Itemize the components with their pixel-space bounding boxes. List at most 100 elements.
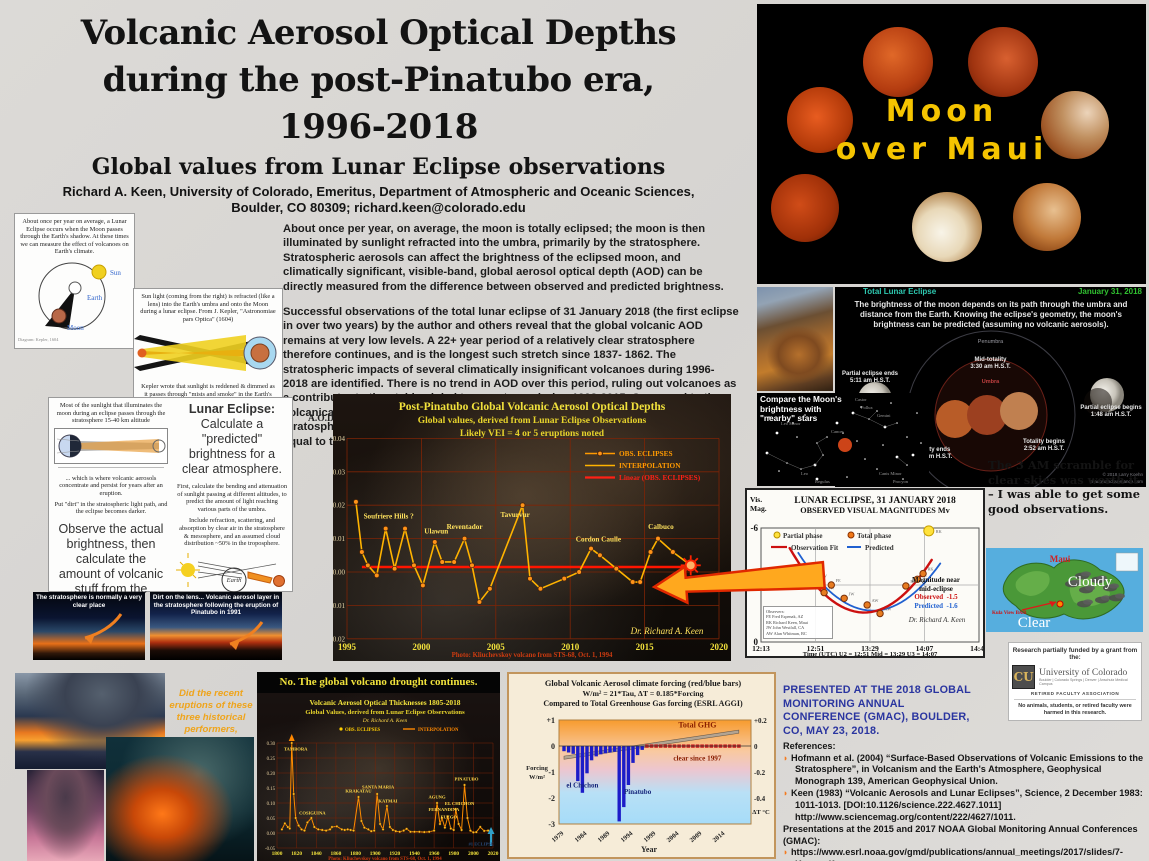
- svg-text:Reventador: Reventador: [447, 523, 484, 531]
- svg-text:Global values, derived from Lu: Global values, derived from Lunar Eclips…: [418, 416, 647, 426]
- reference-link: ◗ https://www.esrl.noaa.gov/gmd/publicat…: [783, 847, 1123, 861]
- svg-text:-1: -1: [548, 768, 555, 777]
- svg-text:AW: AW: [885, 607, 893, 612]
- svg-text:PINATUBO: PINATUBO: [455, 777, 479, 782]
- method-p3: Put "dirt" in the stratospheric light pa…: [54, 500, 168, 516]
- svg-text:1999: 1999: [643, 830, 658, 844]
- main-chart-ylabel: A.O.D.: [308, 414, 337, 424]
- svg-text:Maui: Maui: [1050, 554, 1071, 564]
- presented-at-note: PRESENTED AT THE 2018 GLOBAL MONITORING …: [783, 684, 971, 737]
- svg-text:Leo Minor: Leo Minor: [781, 421, 801, 426]
- svg-text:1960: 1960: [429, 851, 440, 857]
- svg-text:2014: 2014: [712, 830, 727, 844]
- svg-text:2015: 2015: [636, 642, 655, 652]
- pinatubo-aerosol-caption: Dirt on the lens... Volcanic aerosol lay…: [152, 594, 280, 616]
- svg-text:Dr. Richard A. Keen: Dr. Richard A. Keen: [630, 626, 704, 636]
- svg-text:2010: 2010: [561, 642, 580, 652]
- reference-item: ◗ Hofmann et al. (2004) “Surface-Based O…: [783, 752, 1144, 786]
- scramble-note: The 3 AM scramble for clear skies was wo…: [988, 458, 1140, 516]
- svg-text:-0.02: -0.02: [333, 635, 345, 643]
- svg-text:1994: 1994: [620, 830, 635, 844]
- eclipse-bullet-icon: ◗: [783, 752, 791, 763]
- svg-text:0.02: 0.02: [333, 502, 346, 510]
- credit-line2: shadowandsubstance.com: [1089, 479, 1143, 484]
- svg-text:Soufriere Hills ?: Soufriere Hills ?: [364, 513, 415, 521]
- svg-text:Post-Pinatubo Global Volcanic: Post-Pinatubo Global Volcanic Aerosol Op…: [399, 401, 666, 413]
- kepler-refraction-text: Sun light (coming from the right) is ref…: [140, 293, 276, 323]
- climate-forcing-chart-svg: +1 0 -1 -2 -3 +0.2 0 -0.2 -0.4 Forcing W/m² ΔT °C Gl…: [526, 679, 770, 854]
- svg-text:Linear (OBS. ECLIPSES): Linear (OBS. ECLIPSES): [619, 473, 701, 482]
- svg-text:EL CHICHON: EL CHICHON: [445, 801, 475, 806]
- svg-text:12:51: 12:51: [807, 644, 825, 653]
- eclipse-panel-date: January 31, 2018: [1077, 287, 1142, 296]
- svg-text:FUEGO: FUEGO: [441, 815, 458, 820]
- svg-text:-6: -6: [751, 523, 759, 533]
- poster-title-line3: 1996-2018: [279, 107, 478, 147]
- svg-text:Calbuco: Calbuco: [648, 523, 674, 531]
- svg-text:W/m²: W/m²: [529, 774, 545, 781]
- hist-chart-header: No. The global volcano drought continues…: [257, 672, 500, 693]
- svg-text:Total phase: Total phase: [857, 532, 891, 540]
- highlight-arrow-icon: [651, 560, 827, 605]
- totality-begins-time: 2:52 am H.S.T.: [1023, 446, 1065, 452]
- svg-text:0: 0: [551, 742, 555, 751]
- microtext-placeholder: [58, 466, 164, 472]
- svg-text:Partial phase: Partial phase: [783, 532, 822, 540]
- svg-text:Global Values, derived from Lu: Global Values, derived from Lunar Eclips…: [305, 709, 465, 716]
- svg-text:0.25: 0.25: [267, 757, 276, 762]
- svg-text:+0.2: +0.2: [754, 717, 767, 725]
- svg-text:OBS. ECLIPSES: OBS. ECLIPSES: [619, 449, 673, 458]
- svg-text:1920: 1920: [389, 851, 400, 857]
- svg-text:2020: 2020: [488, 851, 499, 857]
- svg-text:0.00: 0.00: [333, 569, 346, 577]
- svg-text:0.03: 0.03: [333, 468, 346, 476]
- method-p4: First, calculate the bending and attenua…: [176, 483, 288, 513]
- observed-magnitude: Observed -1.5: [914, 593, 958, 602]
- svg-text:-2: -2: [548, 794, 555, 803]
- svg-text:0.00: 0.00: [267, 832, 276, 837]
- author-line2: Boulder, CO 80309; richard.keen@colorado…: [231, 200, 526, 215]
- totality-begins-label: Totality begins 2:52 am H.S.T.: [1011, 439, 1077, 453]
- label-earth: Earth: [87, 294, 103, 302]
- svg-text:RK: RK: [928, 567, 935, 572]
- author-line1: Richard A. Keen, University of Colorado,…: [62, 184, 695, 199]
- svg-text:OBS. ECLIPSES: OBS. ECLIPSES: [345, 728, 381, 733]
- observer-row: RK Richard Keen, Maui: [766, 619, 809, 625]
- eclipse-bullet-icon: ◗: [783, 788, 791, 799]
- svg-text:Likely VEI = 4 or 5 eruptions: Likely VEI = 4 or 5 eruptions noted: [460, 429, 605, 439]
- method-p2: ... which is where volcanic aerosols con…: [59, 474, 163, 497]
- svg-text:KRAKATAU: KRAKATAU: [345, 789, 372, 794]
- svg-text:0: 0: [754, 637, 759, 647]
- svg-text:clear since 1997: clear since 1997: [673, 754, 722, 762]
- fuego-eruption-photo: [27, 770, 104, 861]
- method-p5: Include refraction, scattering, and abso…: [179, 517, 285, 548]
- observers-box: Observers: FE Fred Espenak, AZ RK Richard…: [763, 606, 833, 640]
- partial-begins-time: 1:48 am H.S.T.: [1090, 412, 1132, 418]
- svg-text:0.04: 0.04: [333, 435, 346, 443]
- svg-text:Photo: Kliuchevskoy volcano fr: Photo: Kliuchevskoy volcano from STS-68,…: [328, 857, 442, 861]
- penumbra-label: Penumbra: [977, 339, 1004, 345]
- funding-box: Research partially funded by a grant fro…: [1008, 642, 1142, 722]
- totality-ends-label: Totality ends 4:08 am H.S.T.: [901, 447, 963, 461]
- svg-text:2004: 2004: [666, 830, 681, 844]
- svg-text:2020: 2020: [710, 642, 729, 652]
- svg-text:Mag.: Mag.: [750, 504, 767, 513]
- svg-text:Tavurvur: Tavurvur: [500, 511, 530, 519]
- references-block: References: ◗ Hofmann et al. (2004) “Sur…: [783, 741, 1147, 861]
- clear-stratosphere-caption: The stratosphere is normally a very clea…: [35, 594, 143, 609]
- svg-text:0: 0: [754, 743, 758, 751]
- poster-title-line2: during the post-Pinatubo era,: [102, 60, 655, 100]
- svg-text:1979: 1979: [551, 830, 566, 844]
- eclipse-bullet-icon: ◗: [783, 847, 791, 858]
- observers-heading: Observers:: [766, 609, 785, 614]
- eclipse-intro-box: About once per year on average, a Lunar …: [14, 213, 135, 349]
- partial-ends-time: 5:11 am H.S.T.: [849, 378, 891, 384]
- totality-ends-time: 4:08 am H.S.T.: [911, 454, 953, 460]
- svg-text:12:13: 12:13: [752, 644, 770, 653]
- pinatubo-aerosol-photo: Dirt on the lens... Volcanic aerosol lay…: [150, 592, 282, 660]
- svg-text:-0.05: -0.05: [265, 847, 276, 852]
- poster-subtitle: Global values from Lunar Eclipse observa…: [91, 154, 666, 180]
